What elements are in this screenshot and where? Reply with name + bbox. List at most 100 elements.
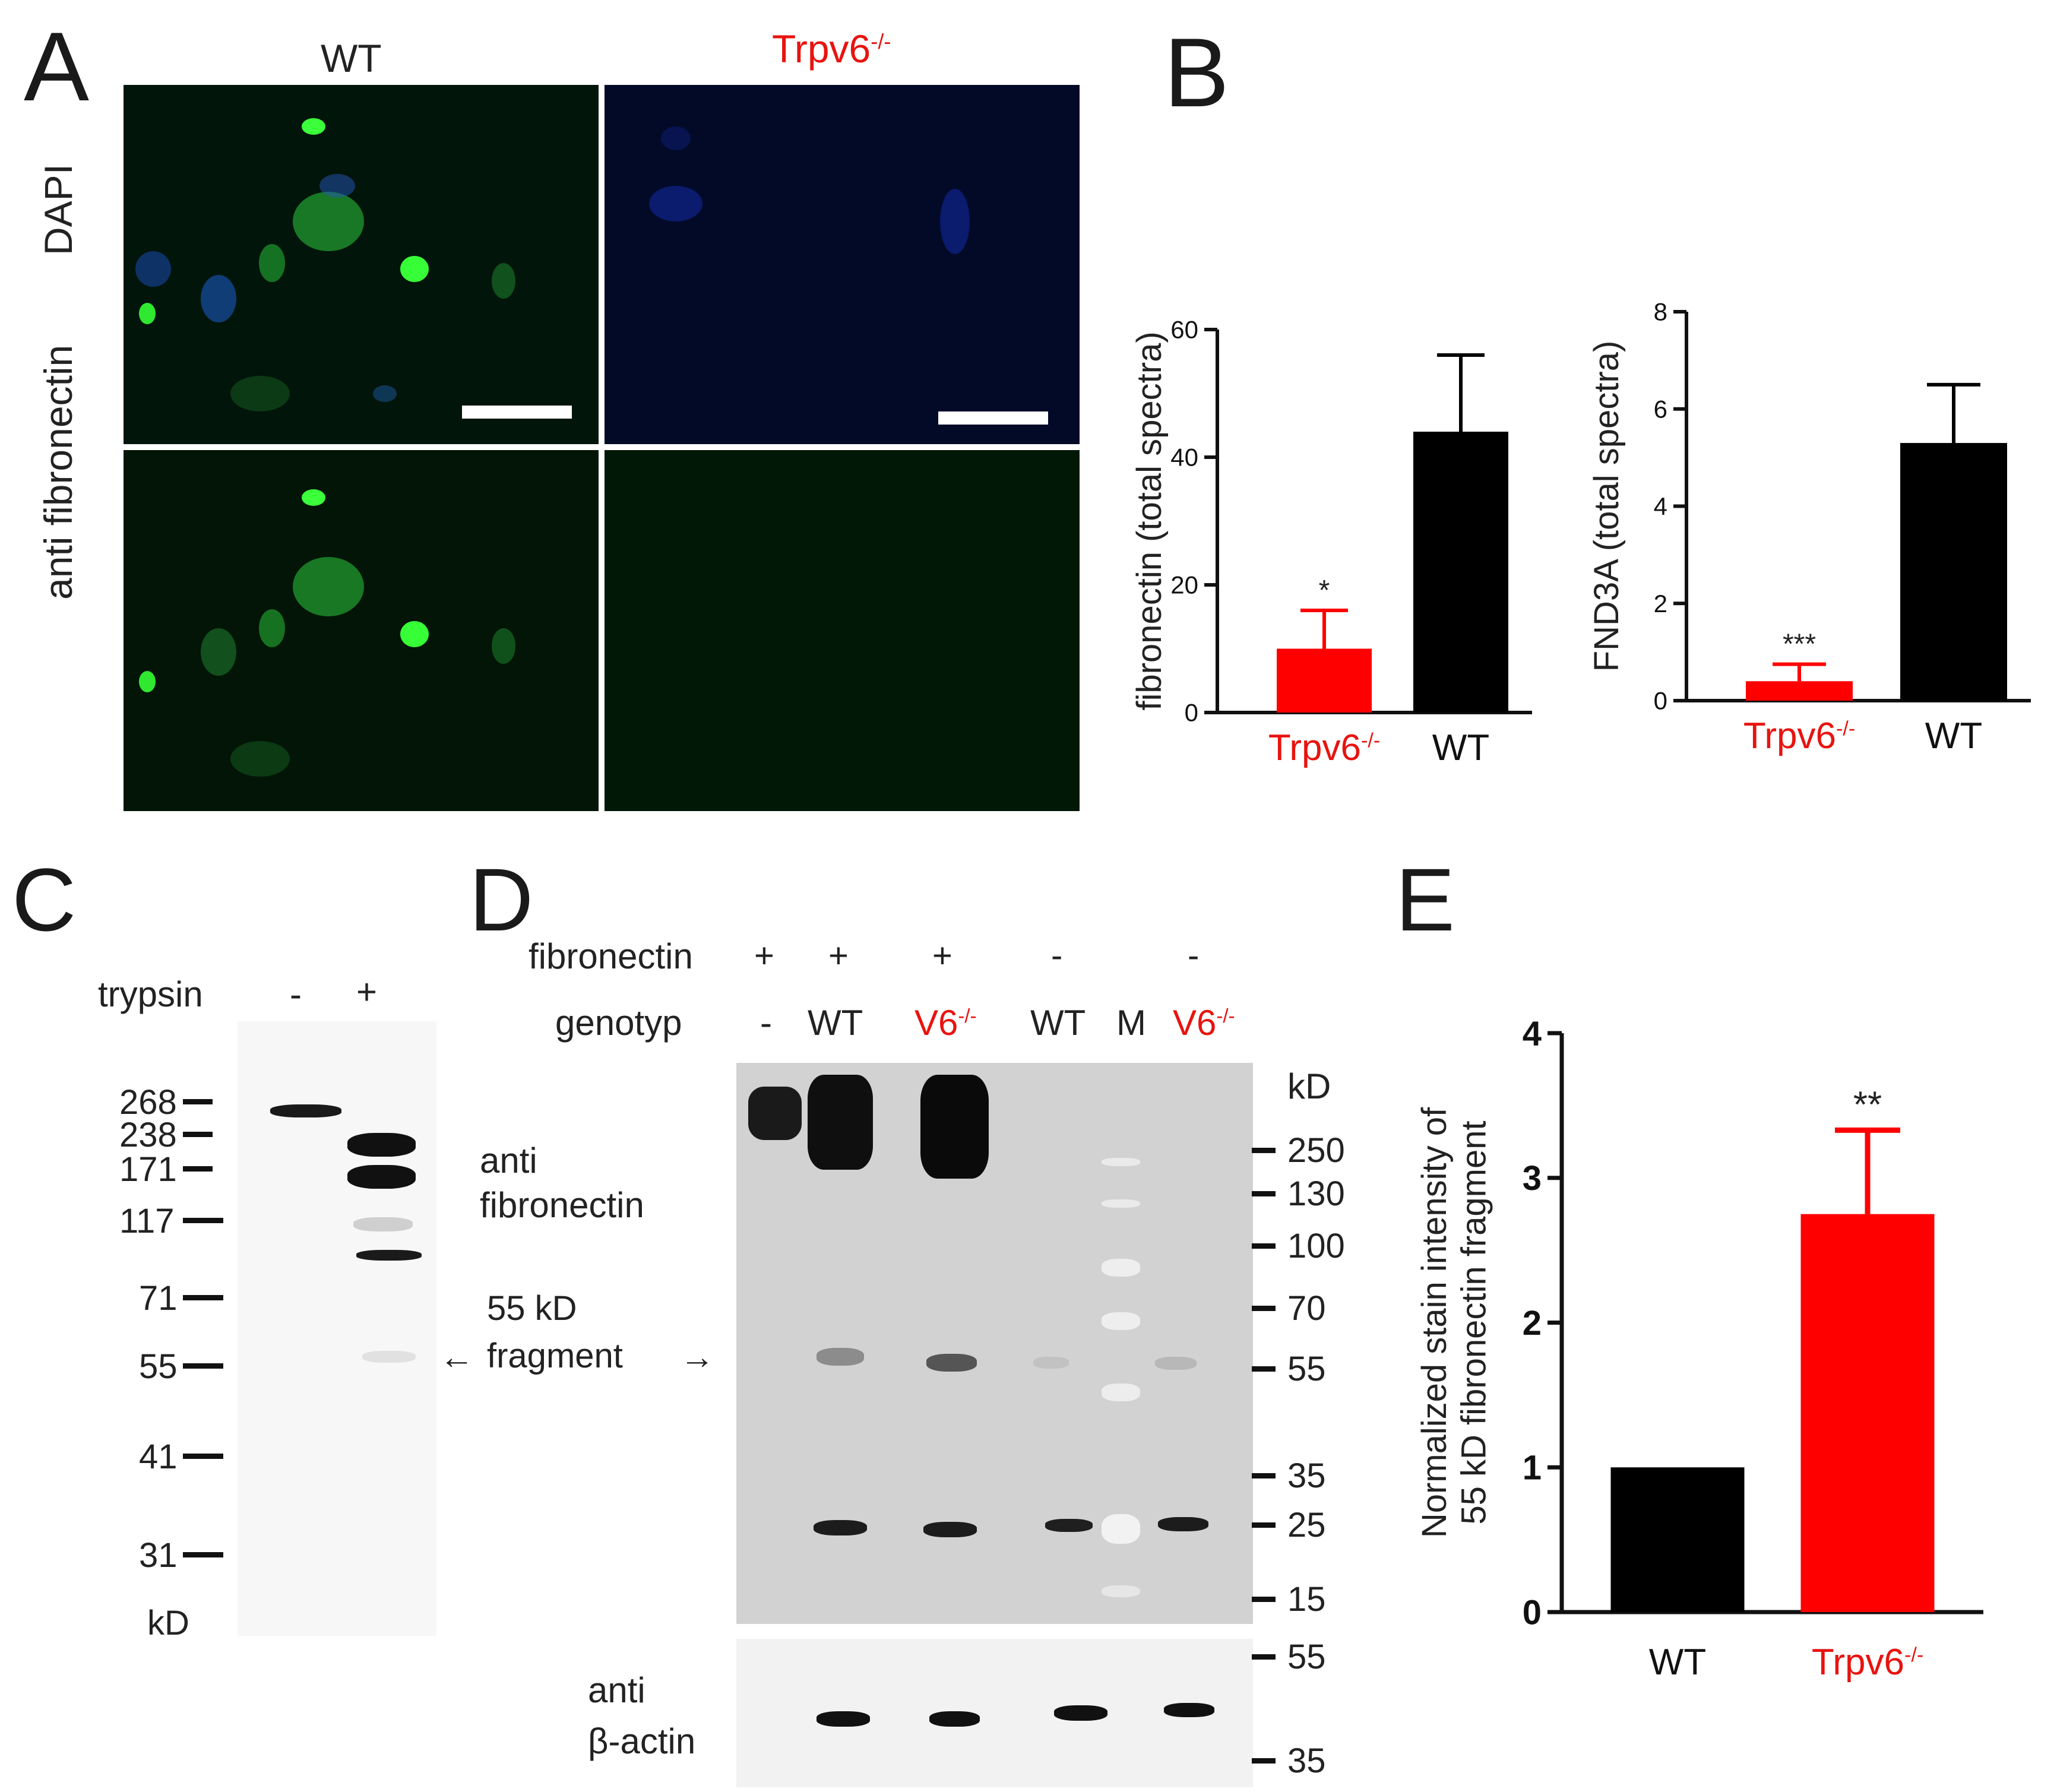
- blot-d-fibronectin: [736, 1063, 1253, 1624]
- marker-d-tick: [1252, 1597, 1276, 1602]
- bar-1: [1800, 1214, 1935, 1612]
- marker-d-label: 250: [1287, 1131, 1345, 1170]
- marker-c-tick: [183, 1099, 213, 1104]
- lane-label: V6-/-: [914, 1003, 977, 1043]
- category-label-1: Trpv6-/-: [1812, 1642, 1923, 1683]
- marker-c-label: 171: [119, 1150, 177, 1189]
- fragment-label-1: 55 kD: [487, 1289, 577, 1328]
- marker-c-tick: [183, 1552, 223, 1557]
- y-tick-label: 0: [1523, 1593, 1542, 1632]
- marker-d-actin-tick: [1252, 1654, 1276, 1660]
- significance-label-0: ***: [1783, 629, 1816, 660]
- category-label-0: Trpv6-/-: [1268, 727, 1380, 768]
- scale-bar-wt: [462, 406, 572, 419]
- y-tick-label: 8: [1654, 298, 1667, 326]
- lane-label: -: [760, 1003, 772, 1043]
- panel-label-b: B: [1164, 18, 1230, 127]
- marker-d-tick: [1252, 1473, 1276, 1478]
- band-d-lane4-25: [1045, 1519, 1093, 1532]
- marker-d-label: 15: [1287, 1580, 1326, 1619]
- marker-c-label: 71: [139, 1279, 178, 1318]
- bar-1: [1900, 443, 2007, 701]
- bar-1: [1413, 432, 1508, 713]
- marker-d-tick: [1252, 1306, 1276, 1311]
- band-d-lane6-25: [1158, 1517, 1208, 1531]
- lane-label: WT: [1030, 1003, 1086, 1043]
- marker-c-tick: [183, 1166, 213, 1172]
- band-d-marker-4: [1102, 1312, 1140, 1330]
- y-tick-label: 20: [1170, 571, 1198, 599]
- bar-0: [1746, 681, 1853, 701]
- band-d-lane3-25: [923, 1522, 977, 1537]
- actin-label-1: anti: [588, 1670, 645, 1710]
- y-tick-label: 4: [1654, 492, 1667, 520]
- scale-bar-ko: [938, 411, 1048, 425]
- marker-c-label: 238: [119, 1116, 177, 1154]
- band-actin-lane2: [817, 1711, 870, 1727]
- panel-a-row-fibronectin: anti fibronectin: [36, 344, 80, 600]
- marker-d-tick: [1252, 1148, 1276, 1153]
- marker-d-tick: [1252, 1243, 1276, 1249]
- anti-fibronectin-label-2: fibronectin: [480, 1185, 644, 1225]
- y-axis-label: Normalized stain intensity of: [1415, 1107, 1454, 1538]
- y-axis-label: fibronectin (total spectra): [1130, 331, 1169, 710]
- c-unit-label: kD: [147, 1604, 189, 1642]
- fragment-label-2: fragment: [487, 1337, 623, 1375]
- category-label-0: Trpv6-/-: [1743, 715, 1855, 756]
- arrow-right-icon: →: [680, 1338, 714, 1376]
- trypsin-minus: -: [290, 974, 302, 1014]
- marker-d-actin-label: 55: [1287, 1638, 1326, 1676]
- d-unit-label: kD: [1287, 1066, 1331, 1106]
- band-d-marker-6: [1102, 1514, 1140, 1544]
- marker-d-actin-label: 35: [1287, 1742, 1326, 1780]
- y-tick-label: 2: [1654, 590, 1667, 618]
- band-d-lane4-55: [1033, 1357, 1069, 1369]
- band-d-marker-2: [1102, 1199, 1140, 1208]
- y-axis-label: 55 kD fibronectin fragment: [1455, 1120, 1493, 1524]
- marker-d-label: 130: [1287, 1174, 1345, 1213]
- band-d-marker-5: [1102, 1383, 1140, 1401]
- panel-label-c: C: [12, 850, 77, 949]
- actin-label-2: β-actin: [588, 1721, 696, 1761]
- category-label-0: WT: [1649, 1642, 1706, 1683]
- marker-c-tick: [183, 1295, 223, 1300]
- fibronectin-sign: -: [1188, 936, 1200, 975]
- micrograph-wt-fibronectin: [124, 450, 599, 811]
- fibronectin-sign: -: [1051, 936, 1063, 975]
- marker-d-label: 55: [1287, 1350, 1326, 1388]
- micrograph-ko-merge: [605, 85, 1080, 444]
- chart-b-fnd3a: 0 2 4 6 8 *** Trpv6-/- WT FND3A (total spectra): [1587, 298, 2031, 756]
- band-d-lane2-high: [808, 1075, 873, 1170]
- micrograph-ko-merge-art: [649, 126, 970, 254]
- band-d-lane6-55: [1155, 1357, 1197, 1370]
- y-tick-label: 1: [1523, 1449, 1542, 1487]
- lane-label: M: [1116, 1003, 1146, 1043]
- band-c-plus-90: [356, 1250, 422, 1261]
- chart-e-fragment: 0 1 2 3 4 WT ** Trpv6-/- Normalized stain intens…: [1415, 1014, 1983, 1683]
- fibronectin-sign: +: [932, 936, 952, 975]
- marker-c-tick: [183, 1132, 213, 1137]
- panel-a-row-dapi: DAPI: [36, 163, 80, 255]
- marker-d-tick: [1252, 1191, 1276, 1196]
- lane-label: WT: [808, 1003, 863, 1043]
- panel-a-col-ko: Trpv6-/-: [772, 27, 891, 71]
- marker-c-label: 41: [139, 1438, 178, 1476]
- band-d-lane2-25: [814, 1520, 867, 1535]
- band-d-marker-7: [1102, 1585, 1140, 1597]
- micrograph-ko-fibronectin: [605, 450, 1080, 811]
- marker-d-tick: [1252, 1522, 1276, 1528]
- band-c-plus-238: [347, 1133, 416, 1157]
- band-c-minus-268: [270, 1104, 341, 1117]
- marker-d-actin-tick: [1252, 1758, 1276, 1763]
- fibronectin-sign: +: [828, 936, 849, 975]
- band-d-lane3-55: [926, 1354, 977, 1372]
- y-tick-label: 0: [1654, 687, 1667, 715]
- significance-label-0: *: [1319, 575, 1330, 606]
- bar-0: [1277, 648, 1372, 713]
- marker-c-tick: [183, 1218, 223, 1223]
- y-axis-label: FND3A (total spectra): [1587, 341, 1626, 672]
- anti-fibronectin-label-1: anti: [480, 1141, 537, 1180]
- significance-label-1: **: [1853, 1084, 1882, 1125]
- panel-label-a: A: [24, 12, 90, 121]
- marker-c-tick: [183, 1363, 223, 1369]
